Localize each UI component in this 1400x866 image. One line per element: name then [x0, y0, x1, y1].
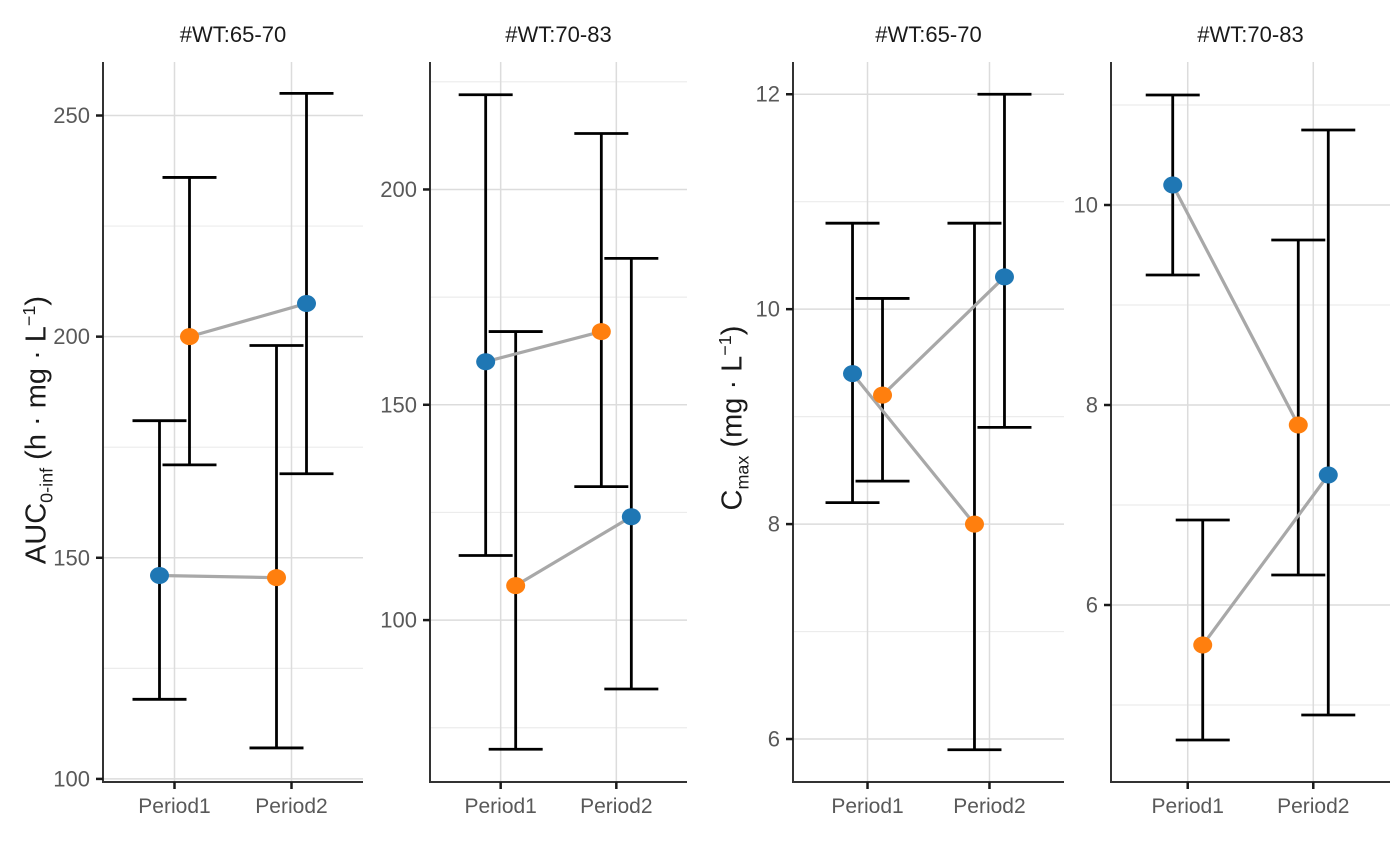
connector-line	[851, 372, 976, 526]
y-tick-label: 200	[380, 177, 417, 202]
facet-strip-title: #WT:70-83	[505, 22, 612, 47]
x-tick-label: Period2	[953, 795, 1025, 818]
data-point-orange	[506, 577, 526, 595]
y-axis-title-units-close: )	[716, 325, 749, 336]
x-tick-label: Period1	[1152, 795, 1224, 818]
x-tick-label: Period1	[464, 795, 536, 818]
connector-line	[189, 301, 307, 339]
facet-strip-title: #WT:65-70	[875, 22, 982, 47]
y-axis-title-base: AUC	[20, 502, 53, 565]
y-axis-title-units: (h · mg · L	[20, 326, 53, 468]
facet-strip-title: #WT:70-83	[1197, 22, 1304, 47]
connector-line	[159, 573, 277, 580]
y-axis-title-units-close: )	[20, 295, 53, 306]
data-point-orange	[267, 569, 286, 587]
x-tick-label: Period1	[831, 795, 903, 818]
data-point-blue	[994, 268, 1014, 286]
y-axis-title-subscript: max	[732, 455, 753, 490]
x-tick-label: Period2	[580, 795, 652, 818]
data-point-blue	[621, 508, 641, 526]
data-point-orange	[873, 386, 893, 404]
connector-line	[1201, 474, 1330, 646]
connector-line	[881, 275, 1006, 397]
data-point-blue	[150, 566, 169, 584]
y-tick-label: 150	[53, 545, 90, 570]
y-tick-label: 10	[1074, 193, 1098, 218]
data-point-blue	[843, 365, 863, 383]
y-tick-label: 6	[1086, 593, 1098, 618]
data-point-orange	[1193, 636, 1213, 654]
y-tick-label: 100	[380, 608, 417, 633]
data-point-blue	[297, 294, 316, 312]
facet-strip-title: #WT:65-70	[179, 22, 287, 47]
y-tick-label: 150	[380, 392, 417, 417]
data-point-orange	[1288, 416, 1308, 434]
data-point-blue	[1163, 176, 1183, 194]
x-tick-label: Period2	[255, 795, 327, 818]
y-tick-label: 200	[53, 324, 90, 349]
y-tick-label: 8	[1086, 393, 1098, 418]
y-axis-title-exponent: −1	[715, 335, 735, 356]
connector-line	[1171, 184, 1300, 426]
data-point-orange	[180, 328, 199, 346]
y-tick-label: 250	[53, 103, 90, 128]
y-axis-title-exponent: −1	[19, 305, 39, 327]
connector-line	[514, 515, 633, 588]
data-point-blue	[1318, 466, 1338, 484]
y-axis-title-subscript: 0-inf	[36, 467, 57, 503]
y-tick-label: 12	[756, 82, 780, 107]
data-point-blue	[476, 353, 496, 371]
y-tick-label: 8	[768, 512, 780, 537]
y-tick-label: 100	[53, 766, 90, 791]
data-point-orange	[591, 323, 611, 341]
y-tick-label: 10	[756, 297, 780, 322]
y-axis-title-cmax: Cmax (mg · L−1)	[703, 118, 752, 718]
y-axis-title-units: (mg · L	[716, 355, 749, 456]
y-axis-title-base: C	[716, 489, 749, 511]
connector-line	[485, 330, 602, 364]
y-tick-label: 6	[768, 727, 780, 752]
y-axis-title-auc: AUC0-inf (h · mg · L−1)	[7, 130, 56, 730]
x-tick-label: Period1	[138, 795, 210, 818]
data-point-orange	[964, 515, 984, 533]
x-tick-label: Period2	[1277, 795, 1349, 818]
